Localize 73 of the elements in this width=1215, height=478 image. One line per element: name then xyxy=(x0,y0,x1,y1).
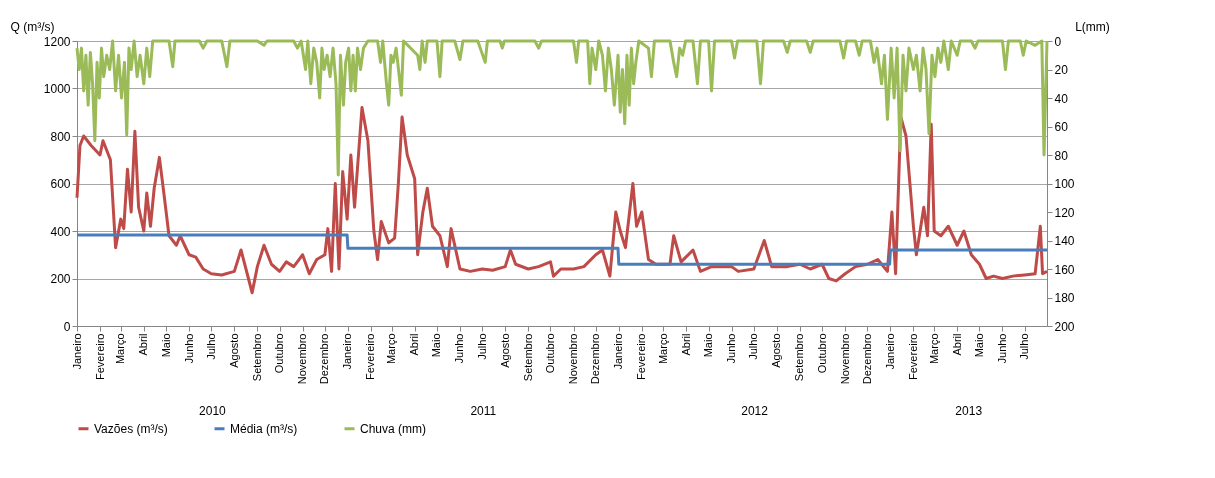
x-tick-label: Março xyxy=(385,333,398,365)
y-axis-title: Q (m³/s) xyxy=(10,19,55,34)
y-tick-label: 0 xyxy=(63,319,71,334)
x-tick-label: Agosto xyxy=(498,333,511,368)
x-tick-label: Novembro xyxy=(567,333,579,385)
x-tick-label: Maio xyxy=(702,333,715,358)
x-tick-label: Fevereiro xyxy=(93,333,106,380)
x-tick-label: Julho xyxy=(204,333,217,360)
line-series xyxy=(75,233,1049,266)
y2-tick-label: 100 xyxy=(1054,177,1075,191)
x-tick-label: Dezembro xyxy=(589,333,602,385)
x-tick-label: Junho xyxy=(453,333,466,364)
x-tick-label: Novembro xyxy=(838,333,851,385)
y2-tick-label: 200 xyxy=(1054,319,1075,334)
x-tick-label: Outubro xyxy=(815,333,828,374)
x-tick-label: Janeiro xyxy=(883,333,896,370)
y2-tick-label: 60 xyxy=(1054,120,1069,134)
x-tick-label: Outubro xyxy=(273,333,286,374)
x-tick-label: Dezembro xyxy=(860,333,873,385)
text: 2010 xyxy=(199,404,227,418)
x-tick-label: Janeiro xyxy=(70,333,83,370)
x-tick-label: Janeiro xyxy=(612,333,625,370)
y-tick-label: 1200 xyxy=(43,34,71,49)
y2-tick-label: 20 xyxy=(1054,63,1069,77)
x-tick-label: Março xyxy=(114,333,127,365)
text: 2012 xyxy=(741,404,769,418)
x-tick-label: Novembro xyxy=(296,333,309,385)
x-tick-label: Julho xyxy=(747,333,760,360)
x-tick-label: Fevereiro xyxy=(364,333,377,380)
x-tick-label: Janeiro xyxy=(341,333,354,370)
y2-tick-label: 180 xyxy=(1054,291,1075,305)
x-tick-label: Setembro xyxy=(250,333,263,382)
x-tick-label: Abril xyxy=(679,333,692,356)
y2-tick-label: 40 xyxy=(1054,91,1069,106)
x-tick-label: Dezembro xyxy=(318,333,331,385)
x-tick-label: Setembro xyxy=(521,333,534,382)
y2-tick-label: 140 xyxy=(1054,234,1075,248)
x-tick-label: Março xyxy=(656,333,669,365)
y2-tick-label: 80 xyxy=(1054,148,1069,163)
x-tick-label: Maio xyxy=(159,333,172,358)
x-tick-label: Abril xyxy=(137,333,150,356)
x-tick-label: Julho xyxy=(475,333,488,360)
x-tick-label: Setembro xyxy=(793,333,806,382)
line-series xyxy=(75,106,1049,295)
y-tick-label: 800 xyxy=(50,129,71,144)
x-tick-label: Maio xyxy=(430,333,443,358)
x-tick-label: Maio xyxy=(972,333,985,358)
x-tick-label: Março xyxy=(927,333,940,365)
x-tick-label: Agosto xyxy=(770,333,783,368)
legend-label: Média (m³/s) xyxy=(230,421,298,436)
y-tick-label: 400 xyxy=(50,224,71,239)
x-tick-label: Junho xyxy=(995,333,1008,364)
x-tick-label: Junho xyxy=(725,333,738,364)
line-series xyxy=(75,39,1049,177)
x-tick-label: Fevereiro xyxy=(906,333,919,380)
x-tick-label: Outubro xyxy=(544,333,556,374)
y-tick-label: 200 xyxy=(50,272,71,286)
x-tick-label: Junho xyxy=(182,333,195,364)
y2-tick-label: 0 xyxy=(1054,34,1062,49)
y2-axis-title: L(mm) xyxy=(1075,19,1110,34)
text: 2011 xyxy=(470,404,497,418)
x-tick-label: Agosto xyxy=(227,333,240,368)
text: 2013 xyxy=(955,404,983,418)
y-tick-label: 1000 xyxy=(43,82,71,96)
y-tick-label: 600 xyxy=(50,177,71,191)
x-tick-label: Julho xyxy=(1018,333,1031,360)
x-tick-label: Fevereiro xyxy=(635,333,648,380)
y2-tick-label: 120 xyxy=(1054,205,1075,220)
y2-tick-label: 160 xyxy=(1054,262,1075,277)
x-tick-label: Abril xyxy=(408,333,421,356)
legend-label: Chuva (mm) xyxy=(360,421,427,436)
legend-label: Vazões (m³/s) xyxy=(94,421,168,436)
x-tick-label: Abril xyxy=(950,333,963,356)
